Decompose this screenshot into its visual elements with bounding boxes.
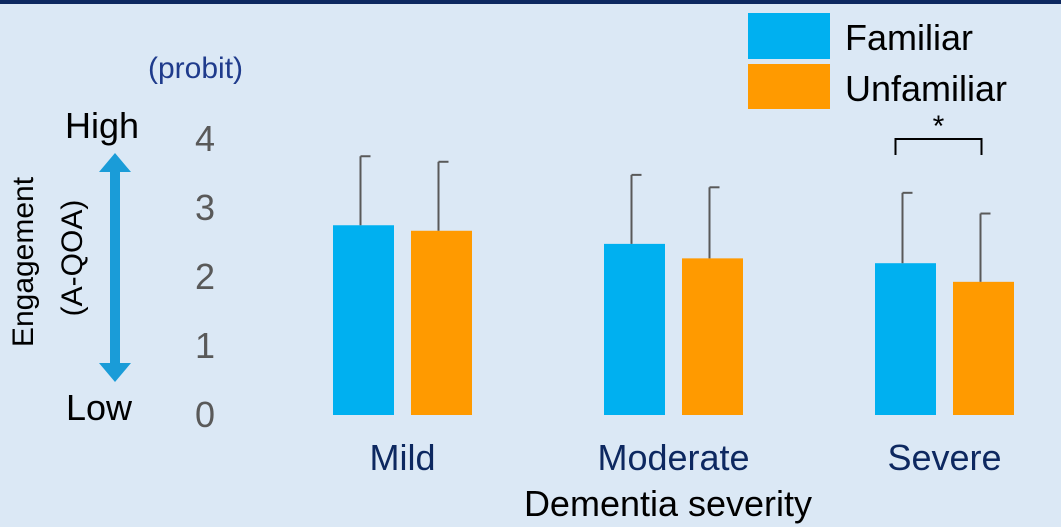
- error-bar-familiar-mild: [359, 155, 371, 226]
- y-axis-label: Engagement: [7, 176, 40, 347]
- engagement-arrow: [99, 153, 131, 382]
- bar-unfamiliar-severe: [953, 281, 1014, 415]
- arrow-head-up: [99, 153, 131, 172]
- bar-unfamiliar-mild: [411, 230, 472, 415]
- y-tick-label: 0: [195, 394, 215, 435]
- unit-label: (probit): [148, 52, 243, 85]
- legend: Familiar Unfamiliar: [748, 13, 1007, 109]
- arrow-head-down: [99, 363, 131, 382]
- x-axis-label: Dementia severity: [524, 483, 812, 524]
- y-tick-label: 2: [195, 256, 215, 297]
- y-tick-label: 1: [195, 325, 215, 366]
- significance-asterisk: *: [933, 110, 945, 143]
- y-tick-label: 3: [195, 187, 215, 228]
- y-tick-label: 4: [195, 118, 215, 159]
- error-bar-familiar-severe: [901, 191, 913, 264]
- low-label: Low: [66, 387, 133, 428]
- bar-familiar-mild: [333, 225, 394, 415]
- y-axis-sublabel: (A-QOA): [56, 200, 89, 317]
- bars: [333, 155, 1014, 415]
- category-label-mild: Mild: [369, 437, 435, 478]
- legend-swatch-familiar: [748, 13, 830, 59]
- category-label-severe: Severe: [887, 437, 1001, 478]
- bar-familiar-severe: [875, 263, 936, 415]
- legend-label-unfamiliar: Unfamiliar: [845, 68, 1007, 109]
- error-bar-unfamiliar-severe: [979, 212, 991, 282]
- category-label-moderate: Moderate: [597, 437, 749, 478]
- category-labels: Mild Moderate Severe: [369, 437, 1001, 478]
- error-bar-unfamiliar-moderate: [708, 186, 720, 259]
- legend-label-familiar: Familiar: [845, 17, 973, 58]
- legend-swatch-unfamiliar: [748, 64, 830, 109]
- bar-unfamiliar-moderate: [682, 258, 743, 415]
- significance-marker: *: [894, 110, 983, 155]
- top-border: [0, 0, 1061, 4]
- y-ticks: 0 1 2 3 4: [195, 118, 215, 435]
- bar-familiar-moderate: [604, 243, 665, 415]
- error-bar-familiar-moderate: [630, 173, 642, 244]
- error-bar-unfamiliar-mild: [437, 160, 449, 231]
- high-label: High: [65, 105, 139, 146]
- significance-bracket: [894, 138, 983, 155]
